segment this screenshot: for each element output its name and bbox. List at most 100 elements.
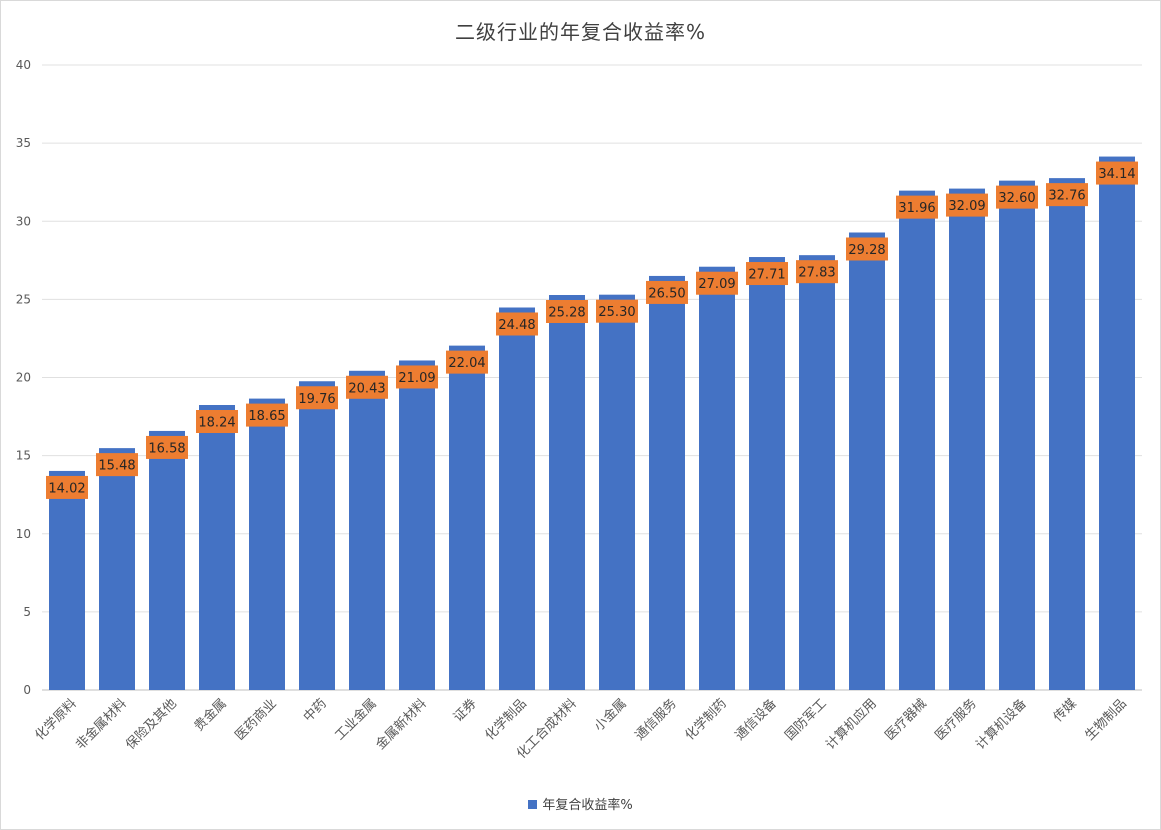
data-label-box [546, 300, 588, 323]
data-label: 22.04 [448, 356, 485, 371]
data-label: 18.24 [198, 416, 235, 431]
bar [99, 448, 135, 690]
bar [49, 470, 85, 690]
legend: 年复合收益率% [0, 794, 1161, 813]
y-tick-label: 20 [16, 371, 31, 385]
x-category-label: 医疗服务 [932, 696, 980, 744]
y-tick-label: 40 [16, 58, 31, 72]
data-label: 27.83 [798, 266, 835, 281]
data-label: 25.28 [548, 306, 585, 321]
x-category-label: 通信设备 [732, 696, 780, 744]
data-label: 27.71 [748, 268, 785, 283]
data-label-box [396, 365, 438, 389]
x-category-label: 医疗器械 [882, 696, 929, 743]
data-label: 20.43 [348, 381, 385, 396]
bar [599, 294, 635, 690]
data-label: 31.96 [898, 201, 935, 216]
bar [699, 266, 735, 690]
data-label-box [996, 185, 1038, 209]
bar [499, 307, 535, 690]
x-category-label: 医药商业 [232, 696, 279, 743]
y-tick-label: 30 [16, 214, 31, 228]
data-label: 32.76 [1048, 189, 1085, 204]
data-label: 32.60 [998, 191, 1035, 206]
data-label-box [946, 193, 988, 217]
legend-swatch [528, 800, 538, 809]
data-label-box [1046, 183, 1088, 207]
x-category-label: 化学原料 [32, 696, 80, 744]
data-label-box [646, 280, 688, 304]
data-label-box [596, 299, 638, 323]
legend-label: 年复合收益率% [542, 798, 633, 813]
data-label-box [696, 271, 738, 295]
x-category-label: 金属新材料 [373, 696, 430, 753]
chart-title: 二级行业的年复合收益率% [454, 20, 706, 44]
data-label: 26.50 [648, 286, 685, 301]
data-label: 14.02 [48, 481, 85, 496]
bar [299, 381, 335, 690]
x-category-label: 计算机应用 [823, 696, 880, 753]
data-label: 29.28 [848, 243, 885, 258]
data-label-box [146, 435, 188, 459]
x-category-label: 传媒 [1051, 696, 1080, 725]
data-label: 27.09 [698, 277, 735, 292]
data-label-box [896, 195, 938, 219]
data-label-box [796, 260, 838, 284]
bar [1099, 156, 1135, 690]
data-label-box [196, 410, 238, 433]
data-label-box [1096, 161, 1138, 185]
x-category-label: 贵金属 [191, 696, 230, 735]
bar [349, 370, 385, 690]
bar [449, 345, 485, 690]
x-category-label: 非金属材料 [73, 696, 130, 753]
data-label: 34.14 [1098, 167, 1135, 182]
data-label: 15.48 [98, 459, 135, 474]
x-category-label: 化学制品 [482, 696, 530, 744]
bar [249, 398, 285, 690]
bar [199, 405, 235, 690]
bar [549, 295, 585, 690]
y-tick-label: 25 [16, 292, 31, 306]
data-label-box [246, 403, 288, 427]
x-category-label: 国防军工 [782, 696, 830, 744]
data-label-box [846, 237, 888, 261]
data-label-box [746, 262, 788, 286]
data-label-box [496, 312, 538, 336]
x-category-label: 保险及其他 [123, 696, 180, 753]
bar [1049, 178, 1085, 690]
x-category-label: 生物制品 [1082, 696, 1129, 743]
y-tick-label: 5 [23, 605, 31, 619]
data-label: 16.58 [148, 441, 185, 456]
bar [949, 188, 985, 690]
bar [649, 275, 685, 690]
data-label: 32.09 [948, 199, 985, 214]
y-tick-label: 10 [16, 527, 31, 541]
bar [849, 232, 885, 690]
x-category-label: 证券 [450, 696, 480, 726]
data-label-box [346, 375, 388, 399]
x-category-label: 化学制药 [682, 696, 730, 744]
bar [999, 180, 1035, 690]
bar [749, 257, 785, 690]
bar [799, 255, 835, 690]
data-label: 21.09 [398, 371, 435, 386]
data-label-box [96, 453, 138, 477]
y-tick-label: 35 [16, 136, 31, 150]
y-tick-label: 15 [16, 449, 31, 463]
x-category-label: 计算机设备 [973, 696, 1030, 753]
data-label: 25.30 [598, 305, 635, 320]
x-category-label: 通信服务 [632, 696, 680, 744]
x-category-label: 工业金属 [332, 696, 380, 744]
bar [899, 190, 935, 690]
bar [399, 360, 435, 690]
x-category-label: 中药 [301, 696, 330, 725]
data-label-box [446, 350, 488, 374]
x-category-label: 小金属 [591, 696, 630, 735]
data-label-box [296, 386, 338, 410]
data-label: 18.65 [248, 409, 285, 424]
bar [149, 430, 185, 690]
data-label: 24.48 [498, 318, 535, 333]
y-tick-label: 0 [23, 683, 31, 697]
data-label: 19.76 [298, 392, 335, 407]
